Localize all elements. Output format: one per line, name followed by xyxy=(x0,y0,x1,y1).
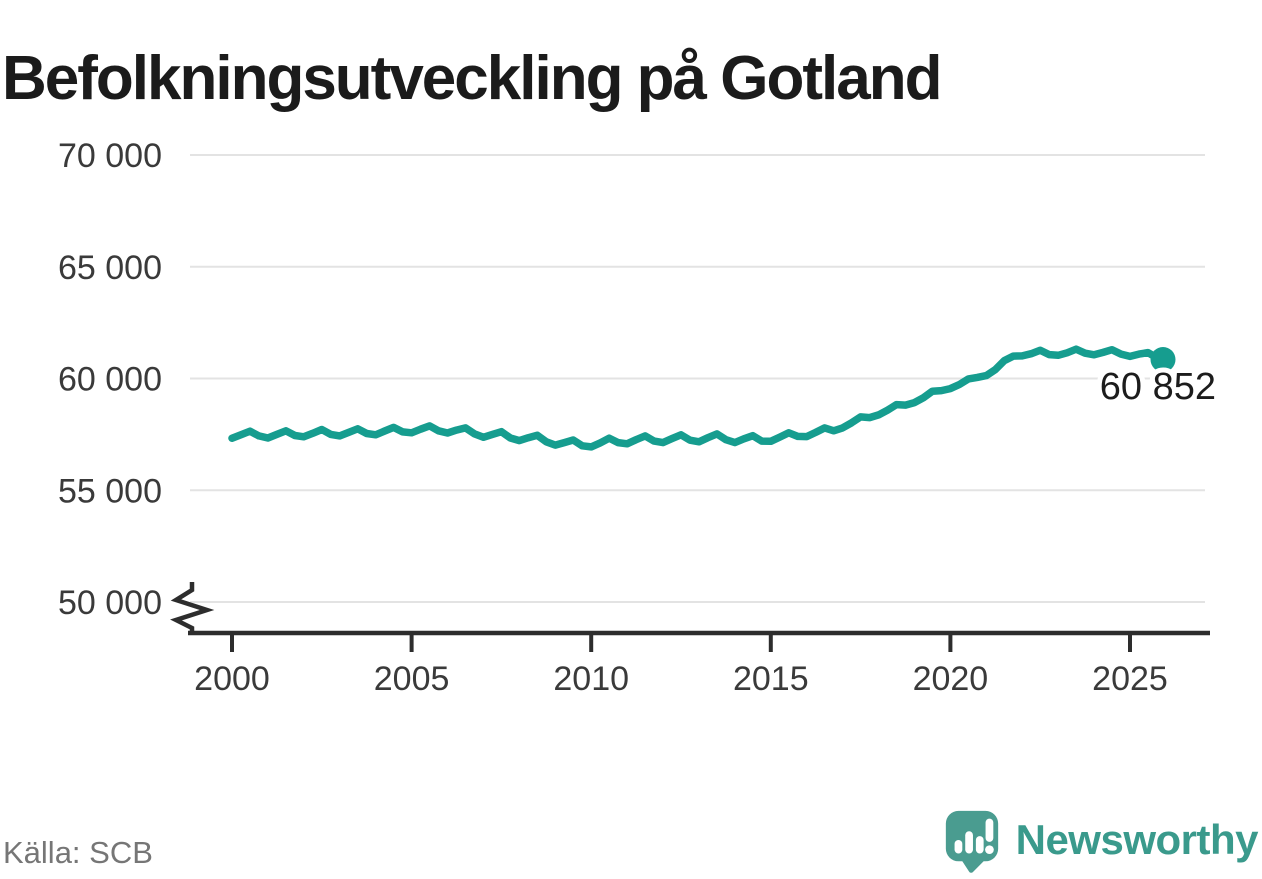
x-tick-label: 2015 xyxy=(733,660,809,698)
y-tick-label: 50 000 xyxy=(58,584,162,622)
logo-bar-1 xyxy=(954,839,962,854)
y-tick-label: 65 000 xyxy=(58,249,162,287)
population-line-chart: 50 000 55 000 60 000 65 000 70 000 2000 2005 20… xyxy=(58,137,1216,698)
source-note: Källa: SCB xyxy=(3,835,153,870)
x-tick-label: 2020 xyxy=(913,660,989,698)
x-tick-label: 2010 xyxy=(553,660,629,698)
logo-bar-2 xyxy=(964,831,973,854)
page-title: Befolkningsutveckling på Gotland xyxy=(2,43,942,113)
last-value-label: 60 852 xyxy=(1100,366,1216,408)
logo-exclamation-bar xyxy=(985,818,993,842)
y-tick-label: 70 000 xyxy=(58,137,162,175)
x-tick-label: 2025 xyxy=(1092,660,1168,698)
axis-break-icon xyxy=(170,582,215,633)
newsworthy-wordmark: Newsworthy xyxy=(1015,815,1259,863)
newsworthy-branding: Newsworthy xyxy=(941,806,1259,873)
newsworthy-logo-icon xyxy=(945,810,998,873)
y-tick-label: 60 000 xyxy=(58,361,162,399)
x-tick-label: 2000 xyxy=(194,660,270,698)
population-line xyxy=(228,345,1167,451)
y-tick-label: 55 000 xyxy=(58,472,162,510)
last-point-marker xyxy=(1150,347,1176,372)
x-tick-label: 2005 xyxy=(374,660,450,698)
logo-exclamation-dot xyxy=(984,845,994,855)
logo-bar-3 xyxy=(975,836,984,854)
